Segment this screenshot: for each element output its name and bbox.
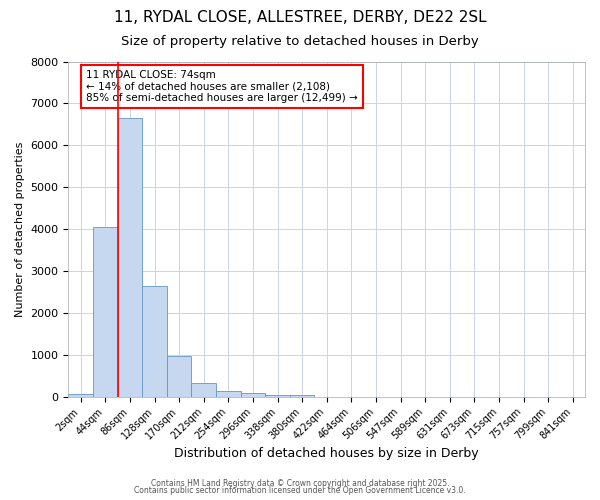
- Text: 11, RYDAL CLOSE, ALLESTREE, DERBY, DE22 2SL: 11, RYDAL CLOSE, ALLESTREE, DERBY, DE22 …: [113, 10, 487, 25]
- Bar: [290, 394, 314, 396]
- Bar: [167, 356, 191, 397]
- Bar: [118, 118, 142, 396]
- Bar: [216, 392, 241, 396]
- Bar: [68, 394, 93, 396]
- Text: Size of property relative to detached houses in Derby: Size of property relative to detached ho…: [121, 35, 479, 48]
- Y-axis label: Number of detached properties: Number of detached properties: [15, 142, 25, 317]
- Text: Contains HM Land Registry data © Crown copyright and database right 2025.: Contains HM Land Registry data © Crown c…: [151, 478, 449, 488]
- Text: Contains public sector information licensed under the Open Government Licence v3: Contains public sector information licen…: [134, 486, 466, 495]
- X-axis label: Distribution of detached houses by size in Derby: Distribution of detached houses by size …: [175, 447, 479, 460]
- Bar: [142, 286, 167, 397]
- Bar: [93, 227, 118, 396]
- Bar: [241, 394, 265, 396]
- Text: 11 RYDAL CLOSE: 74sqm
← 14% of detached houses are smaller (2,108)
85% of semi-d: 11 RYDAL CLOSE: 74sqm ← 14% of detached …: [86, 70, 358, 103]
- Bar: [191, 383, 216, 396]
- Bar: [265, 394, 290, 396]
